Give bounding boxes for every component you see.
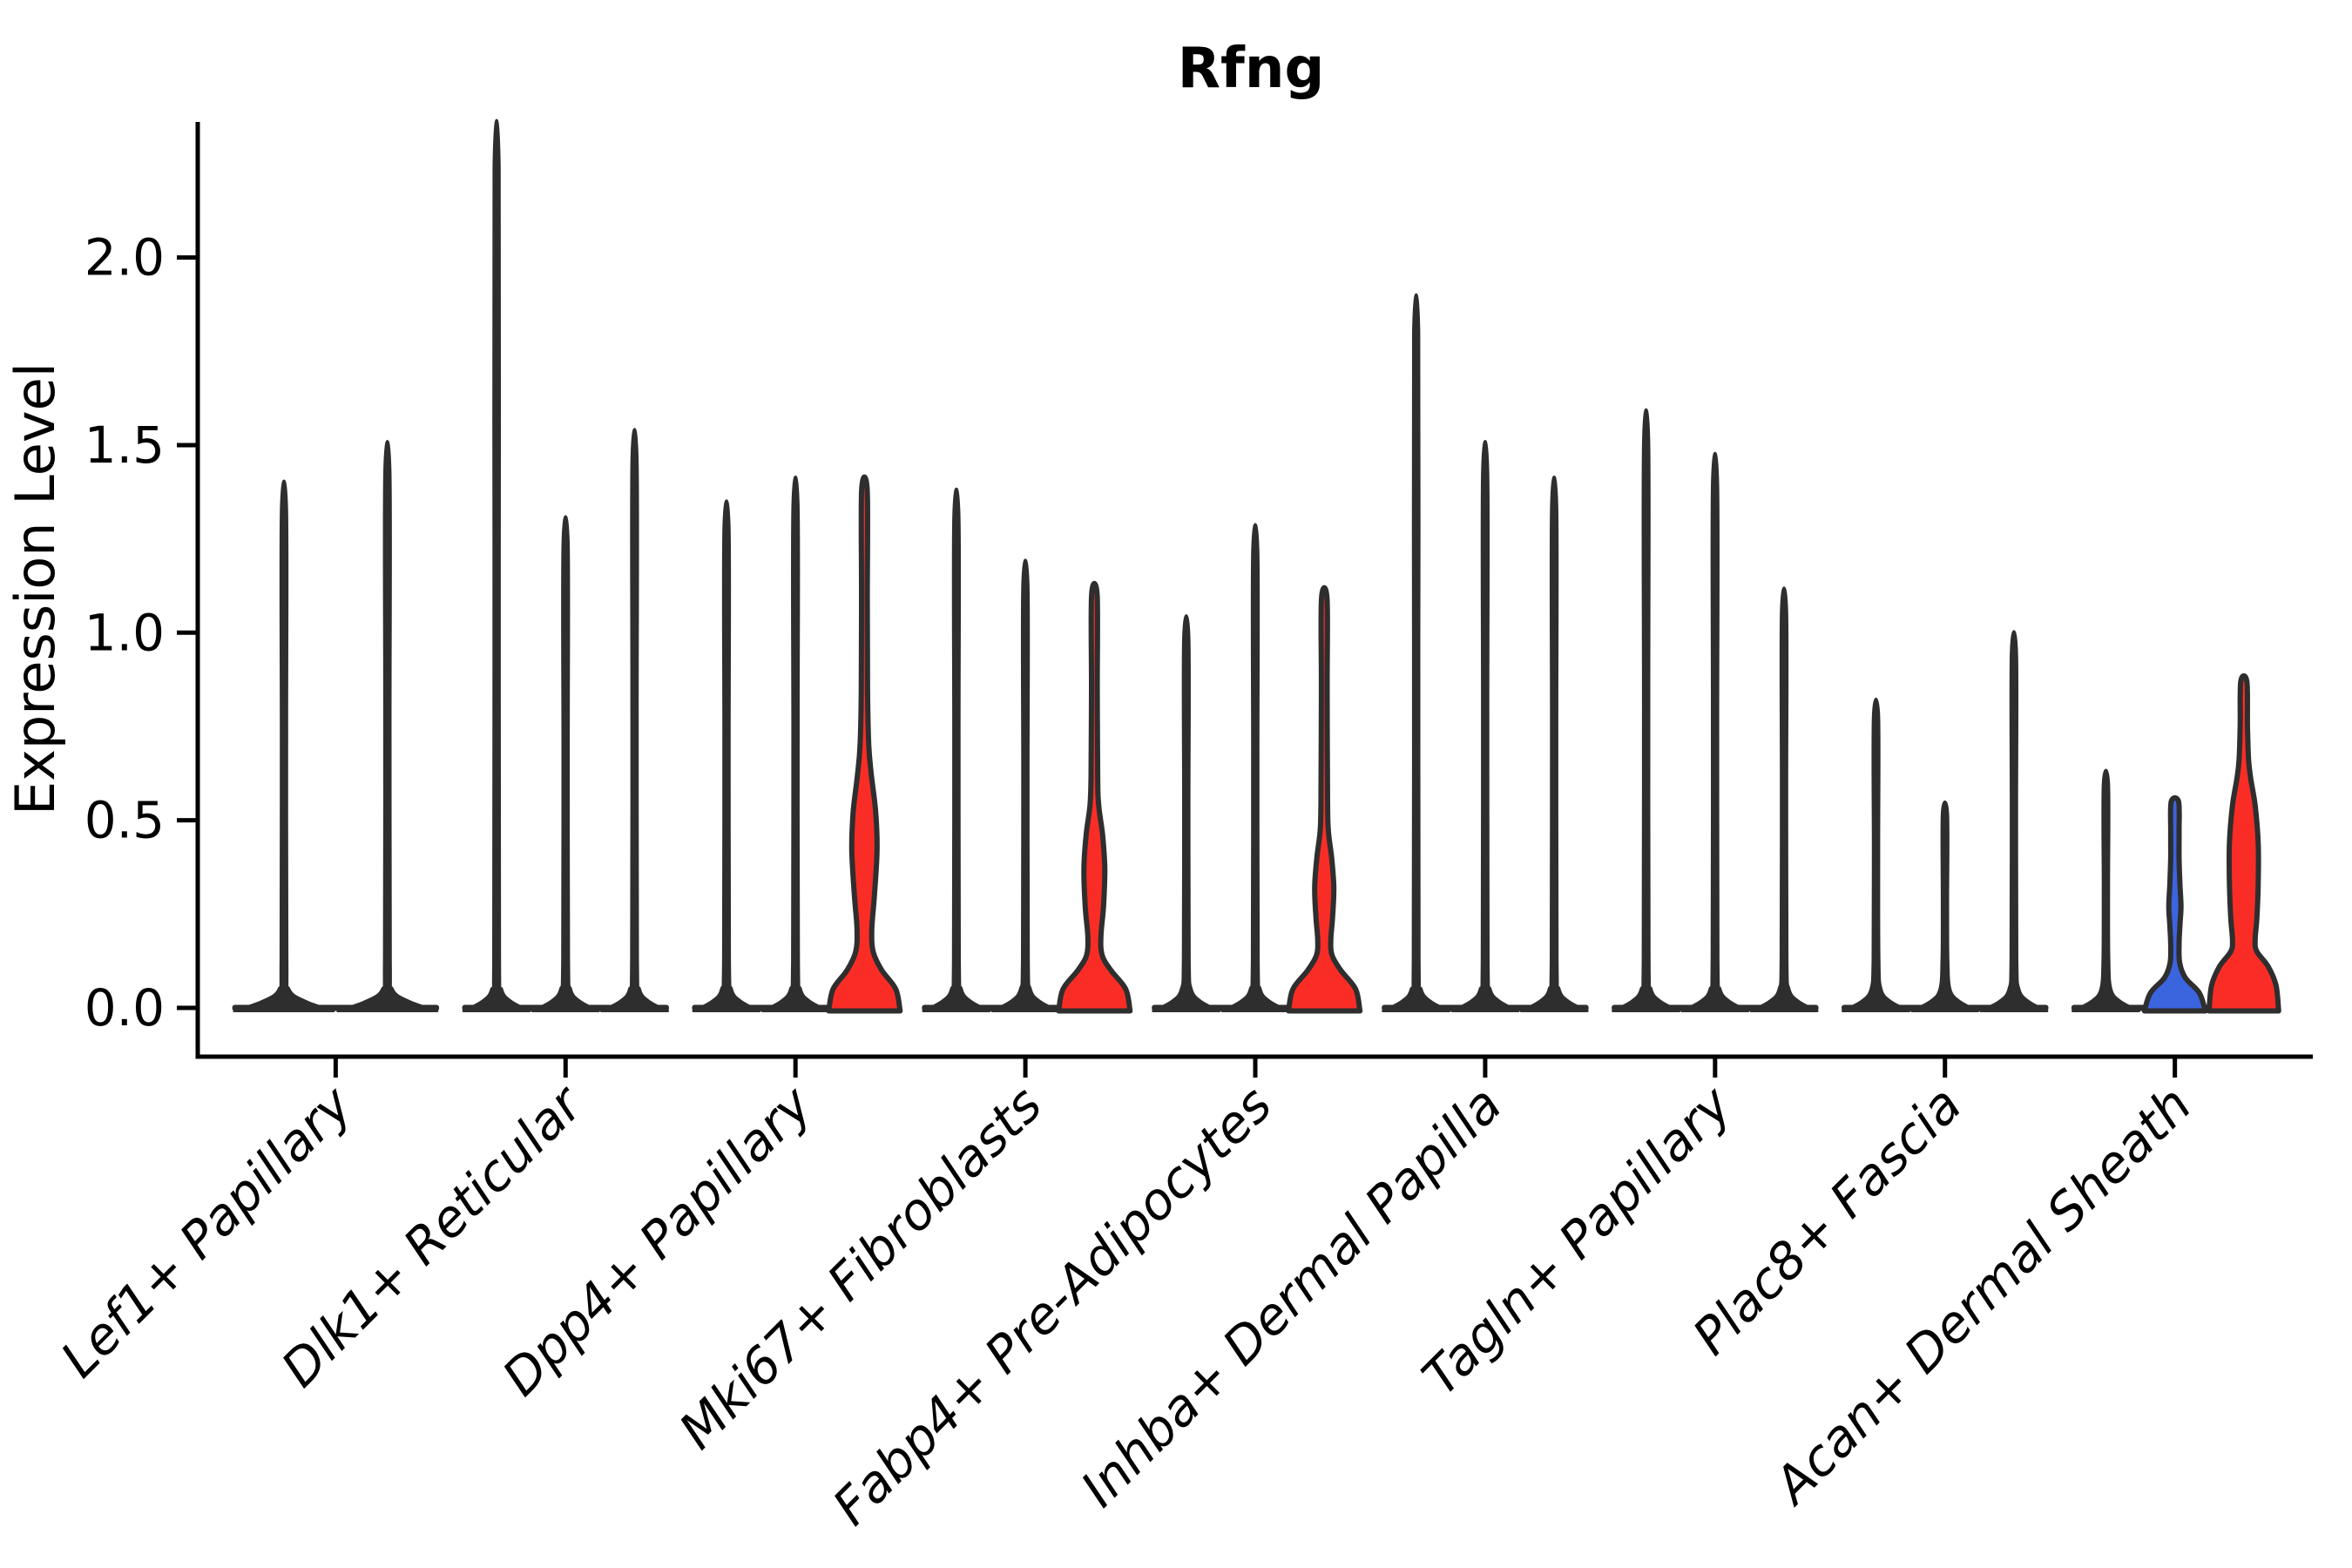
y-axis-tick-labels: 0.0 0.5 1.0 1.5 2.0	[84, 228, 165, 1037]
violin-7-1-black	[1910, 800, 1980, 1012]
violin-8-1-blue	[2141, 794, 2208, 1014]
violin-2-0-black	[692, 499, 761, 1012]
chart-title: Rfng	[1178, 37, 1325, 101]
violin-7-0-black	[1842, 697, 1911, 1012]
x-category-label-8: Acan+ Dermal Sheath	[1761, 1075, 2203, 1517]
violins	[233, 118, 2281, 1014]
violin-5-2-black	[1519, 475, 1589, 1012]
x-category-label-5: Inhba+ Dermal Papilla	[1070, 1075, 1513, 1518]
violin-7-2-black	[1979, 630, 2049, 1012]
violin-3-0-black	[922, 487, 991, 1012]
violin-3-1-black	[990, 558, 1060, 1012]
axis-spines	[195, 122, 2313, 1059]
violin-4-0-black	[1152, 614, 1221, 1012]
violin-3-2-red	[1056, 580, 1133, 1014]
violin-1-1-black	[531, 515, 600, 1012]
y-tick-label-1.0: 1.0	[84, 603, 165, 662]
y-axis-label: Expression Level	[3, 362, 67, 815]
x-category-label-4: Fabp4+ Pre-Adipocytes	[821, 1075, 1283, 1537]
violin-0-0-black	[233, 479, 335, 1012]
violin-6-2-black	[1749, 586, 1819, 1012]
y-tick-label-0.5: 0.5	[84, 791, 165, 850]
y-tick-label-1.5: 1.5	[84, 416, 165, 475]
violin-6-0-black	[1612, 408, 1681, 1012]
violin-0-1-black	[336, 439, 439, 1012]
violin-4-1-black	[1220, 523, 1290, 1012]
violin-5-1-black	[1450, 439, 1520, 1012]
y-tick-label-0.0: 0.0	[84, 978, 165, 1037]
axes	[177, 122, 2313, 1078]
violin-8-0-black	[2072, 768, 2140, 1012]
violin-6-1-black	[1680, 451, 1750, 1012]
violin-8-2-red	[2206, 672, 2281, 1014]
violin-2-2-red	[826, 474, 903, 1014]
violin-4-2-red	[1286, 585, 1363, 1014]
violin-5-0-black	[1382, 293, 1451, 1012]
violin-1-0-black	[462, 118, 531, 1012]
y-tick-label-2.0: 2.0	[84, 228, 165, 287]
violin-1-2-black	[599, 428, 669, 1012]
violin-2-1-black	[760, 475, 830, 1012]
